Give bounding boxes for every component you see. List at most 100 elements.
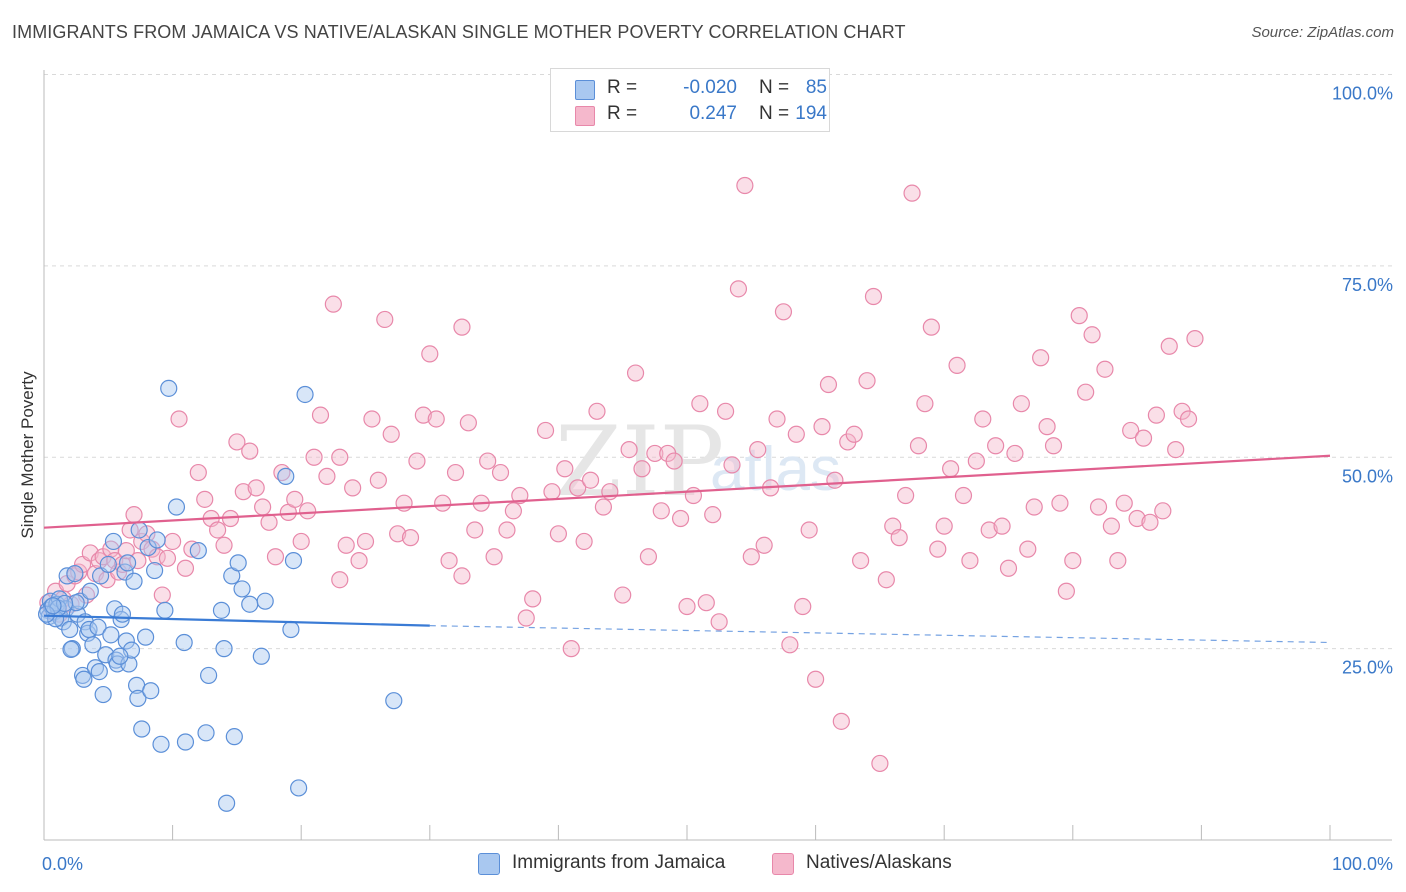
point-natives (446, 463, 465, 482)
point-natives (1186, 329, 1204, 348)
point-natives (890, 529, 908, 547)
trend-line-jamaica (43, 614, 430, 627)
point-natives (1154, 502, 1172, 520)
point-natives (1134, 429, 1153, 447)
point-natives (942, 460, 960, 478)
point-natives (633, 460, 651, 478)
point-natives (935, 517, 953, 535)
point-jamaica (99, 555, 117, 574)
legend-n-value: 194 (795, 103, 827, 124)
point-natives (871, 754, 889, 773)
point-jamaica (212, 601, 231, 619)
point-natives (170, 410, 188, 428)
point-natives (1167, 440, 1185, 459)
point-jamaica (111, 647, 129, 665)
point-natives (794, 597, 812, 616)
point-natives (877, 571, 895, 589)
point-natives (331, 571, 349, 589)
point-jamaica (152, 735, 170, 753)
legend-r-value: -0.020 (683, 77, 737, 98)
point-jamaica (117, 632, 135, 650)
point-natives (241, 442, 259, 460)
point-natives (153, 586, 171, 604)
point-natives (781, 636, 799, 654)
point-natives (158, 549, 177, 567)
point-natives (1096, 360, 1114, 378)
legend-n-label: N = (759, 103, 790, 124)
point-natives (749, 440, 767, 459)
point-natives (408, 452, 426, 470)
legend-n-value: 85 (805, 77, 827, 98)
point-jamaica (175, 633, 193, 652)
point-jamaica (189, 542, 207, 560)
point-natives (588, 402, 606, 420)
point-natives (852, 551, 870, 570)
point-natives (1128, 509, 1146, 528)
point-natives (485, 548, 503, 566)
point-natives (266, 548, 285, 566)
point-natives (646, 444, 664, 463)
series-natives-points (39, 176, 1204, 773)
point-natives (948, 356, 966, 374)
point-natives (286, 490, 304, 508)
point-jamaica (225, 728, 243, 746)
point-natives (691, 395, 709, 413)
legend-swatch-natives (575, 106, 595, 126)
point-natives (614, 586, 632, 604)
trend-line-jamaica-extension (429, 625, 1331, 644)
point-natives (414, 406, 432, 424)
point-natives (1115, 494, 1133, 512)
legend-r-value: 0.247 (689, 103, 737, 124)
point-natives (1064, 551, 1082, 570)
point-natives (813, 418, 831, 436)
point-natives (331, 448, 349, 466)
legend-n-label: N = (759, 77, 790, 98)
point-natives (176, 559, 195, 577)
point-natives (736, 176, 754, 195)
point-natives (292, 532, 310, 551)
point-natives (909, 437, 928, 455)
point-natives (1025, 498, 1043, 516)
grid-lines (44, 74, 1392, 650)
point-natives (980, 521, 998, 539)
point-natives (903, 184, 921, 202)
point-natives (806, 670, 825, 688)
point-natives (350, 551, 368, 570)
legend-swatch-jamaica (575, 80, 595, 100)
point-jamaica (136, 628, 155, 646)
point-natives (209, 521, 227, 539)
point-natives (1141, 513, 1159, 531)
point-natives (704, 506, 722, 524)
point-natives (1012, 395, 1030, 413)
trend-lines (43, 454, 1331, 644)
point-natives (247, 479, 265, 497)
point-jamaica (61, 620, 79, 639)
y-tick-label: 25.0% (1342, 658, 1393, 678)
point-natives (453, 318, 471, 336)
chart-title: IMMIGRANTS FROM JAMAICA VS NATIVE/ALASKA… (12, 22, 906, 42)
point-natives (581, 471, 600, 489)
point-natives (562, 640, 580, 658)
point-natives (376, 310, 394, 329)
point-natives (639, 548, 658, 566)
y-axis-label: Single Mother Poverty (18, 371, 37, 539)
point-natives (858, 372, 876, 390)
point-natives (337, 536, 355, 554)
point-natives (697, 594, 715, 612)
point-jamaica (125, 572, 143, 590)
legend-stats: R = -0.020 N = 85 R = 0.247 N = 194 (550, 68, 830, 132)
legend-r-label: R = (607, 103, 638, 124)
y-tick-label: 50.0% (1342, 466, 1393, 486)
legend-swatch-jamaica (478, 853, 500, 875)
point-natives (929, 540, 947, 558)
point-jamaica (296, 385, 314, 404)
point-natives (729, 280, 748, 298)
point-jamaica (97, 646, 115, 664)
point-natives (260, 513, 278, 531)
x-tick-label: 100.0% (1332, 854, 1393, 874)
point-natives (954, 486, 973, 505)
point-jamaica (104, 532, 123, 551)
point-natives (967, 452, 985, 470)
point-natives (1102, 517, 1120, 535)
